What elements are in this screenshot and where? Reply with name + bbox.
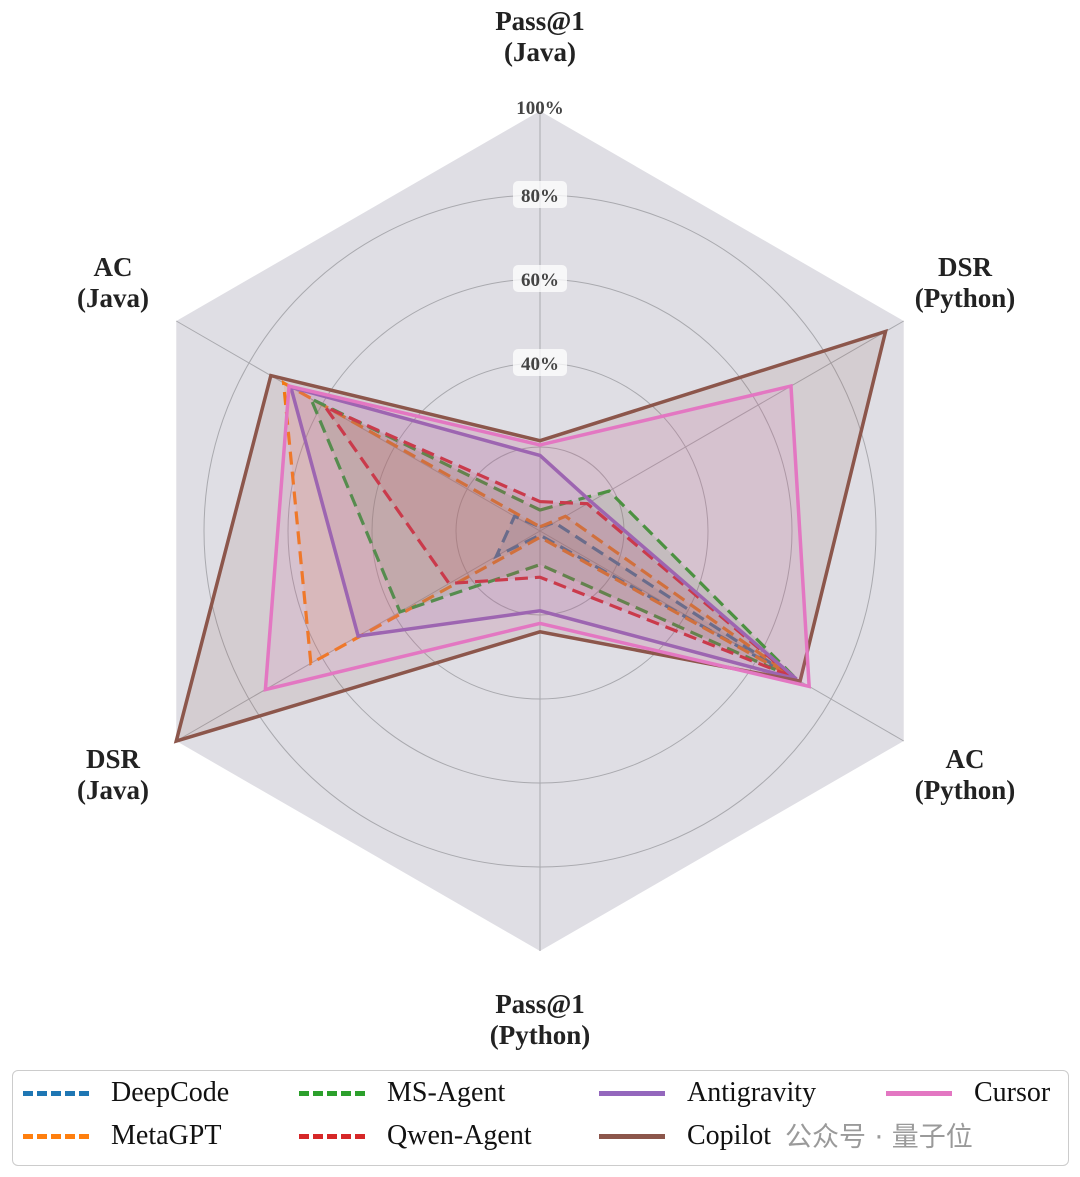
legend-swatch — [599, 1090, 665, 1096]
legend-swatch — [23, 1133, 89, 1139]
series-line-ms-agent — [307, 395, 798, 681]
series-fill-antigravity — [290, 387, 797, 680]
series-fill-metagpt — [283, 382, 795, 678]
axis-label-ac-python: AC (Python) — [914, 744, 1016, 805]
legend-swatch — [299, 1133, 365, 1139]
legend-label: Antigravity — [687, 1077, 817, 1108]
series-fill-copilot — [176, 331, 886, 741]
series-fill-deepcode — [496, 516, 788, 674]
axis-spoke — [539, 320, 904, 532]
axis-label-dsr-java: DSR (Java) — [77, 744, 149, 805]
series-fill-qwen-agent — [325, 407, 793, 677]
axis-label-dsr-python: DSR (Python) — [914, 252, 1016, 313]
legend-item-ms-agent: MS-Agent — [299, 1077, 505, 1109]
legend-swatch — [886, 1090, 952, 1096]
legend-label: Qwen-Agent — [387, 1120, 532, 1151]
series-line-qwen-agent — [320, 403, 794, 679]
axis-label-ac-java: AC (Java) — [77, 252, 149, 313]
legend-label: MetaGPT — [111, 1120, 222, 1151]
tick-label-100: 100% — [516, 98, 564, 119]
legend-label: Cursor — [974, 1077, 1051, 1108]
legend-item-qwen-agent: Qwen-Agent — [299, 1120, 532, 1152]
legend-swatch — [23, 1090, 89, 1096]
legend-label: Copilot — [687, 1120, 772, 1151]
legend-label: DeepCode — [111, 1077, 230, 1108]
series-fill-ms-agent — [310, 398, 797, 680]
series-line-cursor — [263, 383, 812, 692]
legend-label: MS-Agent — [387, 1077, 506, 1108]
series-line-metagpt — [281, 380, 796, 680]
axis-label-pass1-java: Pass@1 (Java) — [495, 6, 585, 67]
legend-item-metagpt: MetaGPT — [23, 1120, 221, 1152]
legend-item-antigravity: Antigravity — [599, 1077, 816, 1109]
tick-label-60: 60% — [521, 270, 559, 291]
watermark: 公众号 · 量子位 — [785, 1122, 973, 1153]
series-fill-cursor — [265, 386, 810, 690]
legend-item-copilot: Copilot — [599, 1120, 771, 1152]
legend: DeepCode MetaGPT MS-Agent Qwen-Agent Antigra… — [12, 1070, 1069, 1166]
legend-item-deepcode: DeepCode — [23, 1077, 229, 1109]
tick-label-bg — [513, 265, 567, 292]
axis-label-pass1-python: Pass@1 (Python) — [489, 989, 591, 1050]
tick-label-bg — [513, 349, 567, 376]
legend-swatch — [599, 1133, 665, 1139]
series-line-deepcode — [493, 514, 789, 676]
legend-swatch — [299, 1090, 365, 1096]
tick-label-80: 80% — [521, 186, 559, 207]
tick-label-40: 40% — [521, 354, 559, 375]
series-line-copilot — [173, 328, 888, 744]
tick-label-bg — [513, 181, 567, 208]
legend-item-cursor: Cursor — [886, 1077, 1050, 1109]
